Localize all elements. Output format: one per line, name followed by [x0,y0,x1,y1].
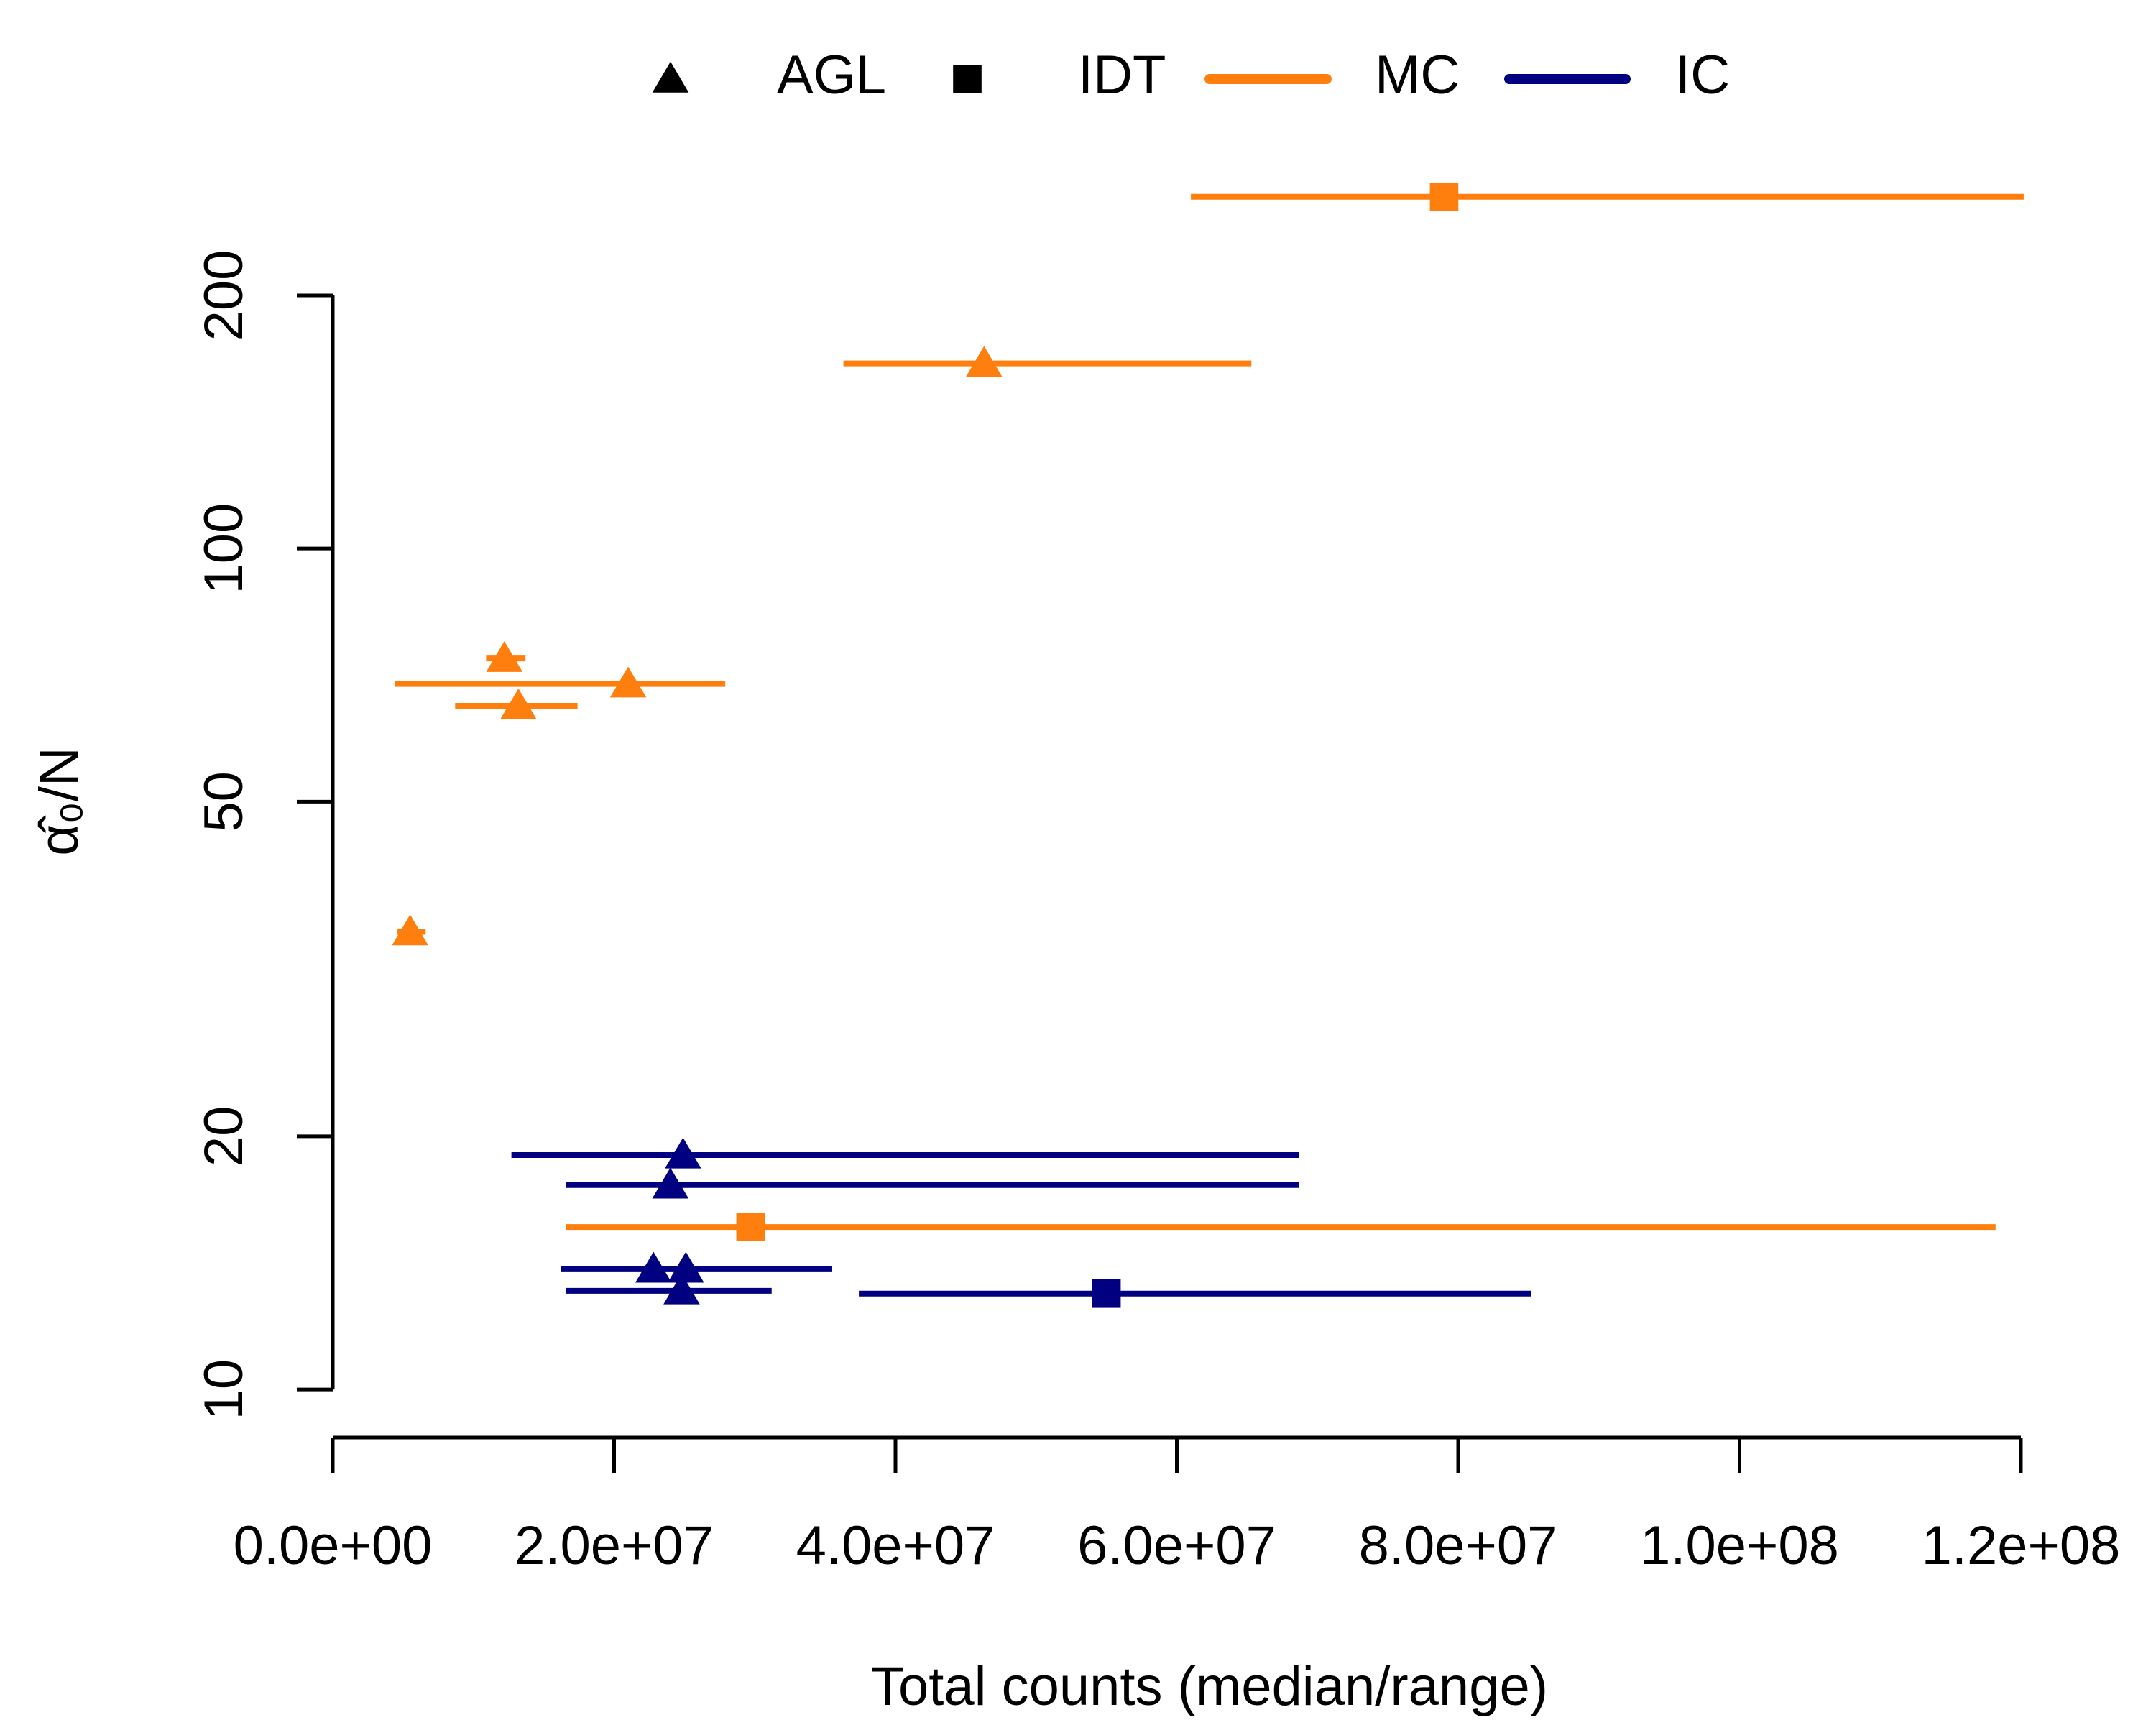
marker-triangle [663,1273,700,1305]
legend-label: IC [1675,45,1730,106]
marker-triangle [652,1167,689,1199]
legend-label: IDT [1078,45,1166,106]
y-axis-label: α̂₀/N [29,747,90,855]
marker-square [1429,182,1459,211]
marker-square [736,1213,765,1241]
marker-triangle [635,1251,672,1283]
marker-triangle [609,666,647,698]
marker-triangle [500,688,537,719]
x-tick-label: 6.0e+07 [1077,1515,1276,1576]
marker-triangle [966,346,1003,377]
y-tick-label: 50 [193,771,254,832]
x-tick-label: 1.0e+08 [1640,1515,1839,1576]
x-axis-label: Total counts (median/range) [871,1656,1548,1717]
x-tick-label: 1.2e+08 [1922,1515,2121,1576]
x-tick-label: 8.0e+07 [1359,1515,1558,1576]
marker-triangle [392,914,428,946]
legend-label: MC [1375,45,1460,106]
y-tick-label: 200 [193,250,254,341]
y-tick-label: 10 [193,1359,254,1420]
legend-marker [652,61,689,93]
marker-triangle [665,1137,701,1169]
marker-triangle [486,640,523,672]
legend-label: AGL [777,45,886,106]
marker-square [1092,1279,1121,1308]
marker-triangle [668,1251,704,1283]
legend-marker [953,65,982,93]
y-tick-label: 20 [193,1106,254,1167]
x-tick-label: 4.0e+07 [796,1515,995,1576]
x-tick-label: 0.0e+00 [234,1515,433,1576]
y-tick-label: 100 [193,503,254,594]
x-tick-label: 2.0e+07 [515,1515,714,1576]
